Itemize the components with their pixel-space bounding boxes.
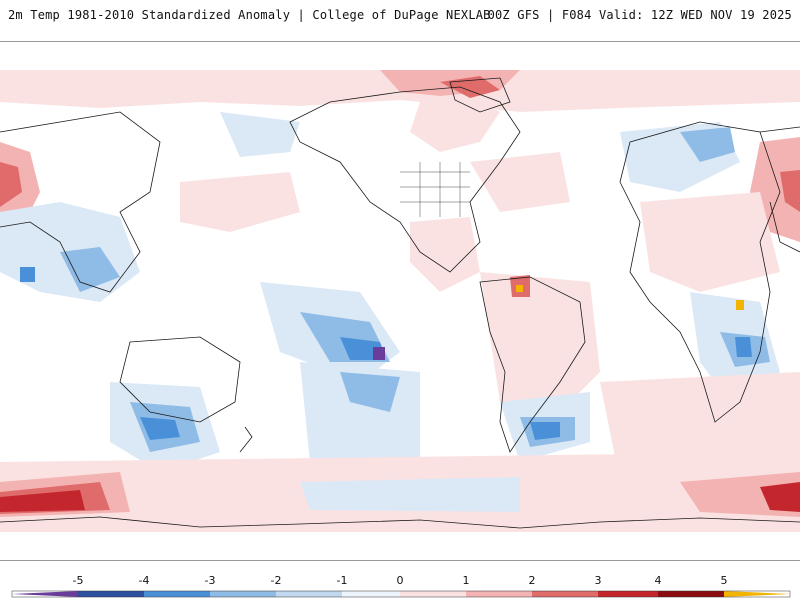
- antarctica-outline: [0, 516, 800, 529]
- us-state-lines: [400, 162, 470, 217]
- anomaly-cool-east-africa-strong: [735, 337, 752, 357]
- anomaly-map: [0, 41, 800, 561]
- colorbar-seg-neg4: [144, 591, 210, 597]
- anomaly-cool-australia-south-strong: [140, 417, 180, 440]
- anomaly-cool-se-asia-strong: [20, 267, 35, 282]
- colorbar-tick-label: 1: [463, 574, 470, 587]
- anomaly-extreme-venezuela: [516, 285, 523, 292]
- coastlines: [0, 77, 800, 529]
- colorbar-max-arrow: [724, 591, 790, 597]
- colorbar-seg-pos1: [400, 591, 466, 597]
- south-america-outline: [479, 276, 586, 453]
- anomaly-extreme-east-africa: [736, 300, 744, 310]
- header: 2m Temp 1981-2010 Standardized Anomaly |…: [0, 0, 800, 40]
- colorbar-tick-label: 2: [529, 574, 536, 587]
- colorbar-tick-label: 3: [595, 574, 602, 587]
- anomaly-warm-eurasia-east-strong: [780, 170, 800, 212]
- anomaly-cool-europe-mid: [680, 127, 735, 162]
- anomaly-hot-antarctic-west: [0, 490, 85, 512]
- anomaly-warm-canada: [410, 98, 500, 152]
- colorbar-tick-label: -1: [337, 574, 348, 587]
- australia-outline: [119, 336, 241, 423]
- anomaly-cool-south-pacific-mid: [340, 372, 400, 412]
- colorbar-svg: -5 -4 -3 -2 -1 0 1 2 3 4 5: [11, 574, 791, 598]
- anomaly-warm-siberia-strong: [0, 162, 22, 207]
- anomaly-warm-mexico: [410, 217, 480, 292]
- colorbar-seg-pos4: [598, 591, 658, 597]
- anomaly-cold-pacific-core: [373, 347, 385, 360]
- colorbar-seg-neg3: [210, 591, 276, 597]
- asia-outline: [0, 111, 161, 293]
- europe-africa-outline: [619, 121, 781, 423]
- anomaly-warm-north-africa: [640, 192, 780, 292]
- colorbar: -5 -4 -3 -2 -1 0 1 2 3 4 5: [0, 560, 800, 600]
- colorbar-tick-label: -4: [139, 574, 150, 587]
- colorbar-seg-pos2: [466, 591, 532, 597]
- colorbar-tick-label: 0: [397, 574, 404, 587]
- anomaly-warm-us-east: [470, 152, 570, 212]
- asia-east-outline: [759, 126, 800, 253]
- colorbar-seg-neg5: [78, 591, 144, 597]
- map-canvas: [0, 70, 800, 532]
- anomaly-cool-se-asia: [60, 247, 120, 292]
- anomaly-cool-antarctic-center: [300, 477, 520, 512]
- anomaly-warm-north-pacific: [180, 172, 300, 232]
- colorbar-seg-neg1: [342, 591, 400, 597]
- colorbar-min-arrow: [12, 591, 78, 597]
- map-title: 2m Temp 1981-2010 Standardized Anomaly |…: [8, 8, 491, 22]
- colorbar-seg-pos5: [658, 591, 724, 597]
- colorbar-tick-label: -3: [205, 574, 216, 587]
- colorbar-tick-label: -2: [271, 574, 282, 587]
- anomaly-hot-antarctic-east: [760, 482, 800, 512]
- colorbar-tick-label: -5: [73, 574, 84, 587]
- anomaly-cool-north-pacific: [220, 112, 300, 157]
- model-run-info: 00Z GFS | F084 Valid: 12Z WED NOV 19 202…: [487, 8, 792, 22]
- colorbar-tick-label: 5: [721, 574, 728, 587]
- greenland-outline: [449, 77, 511, 113]
- north-america-outline: [289, 86, 521, 273]
- colorbar-outline: [11, 590, 791, 598]
- anomaly-cool-south-atlantic-strong: [530, 422, 560, 440]
- colorbar-seg-pos3: [532, 591, 598, 597]
- colorbar-tick-label: 4: [655, 574, 662, 587]
- new-zealand-outline: [239, 426, 253, 453]
- colorbar-seg-neg2: [276, 591, 342, 597]
